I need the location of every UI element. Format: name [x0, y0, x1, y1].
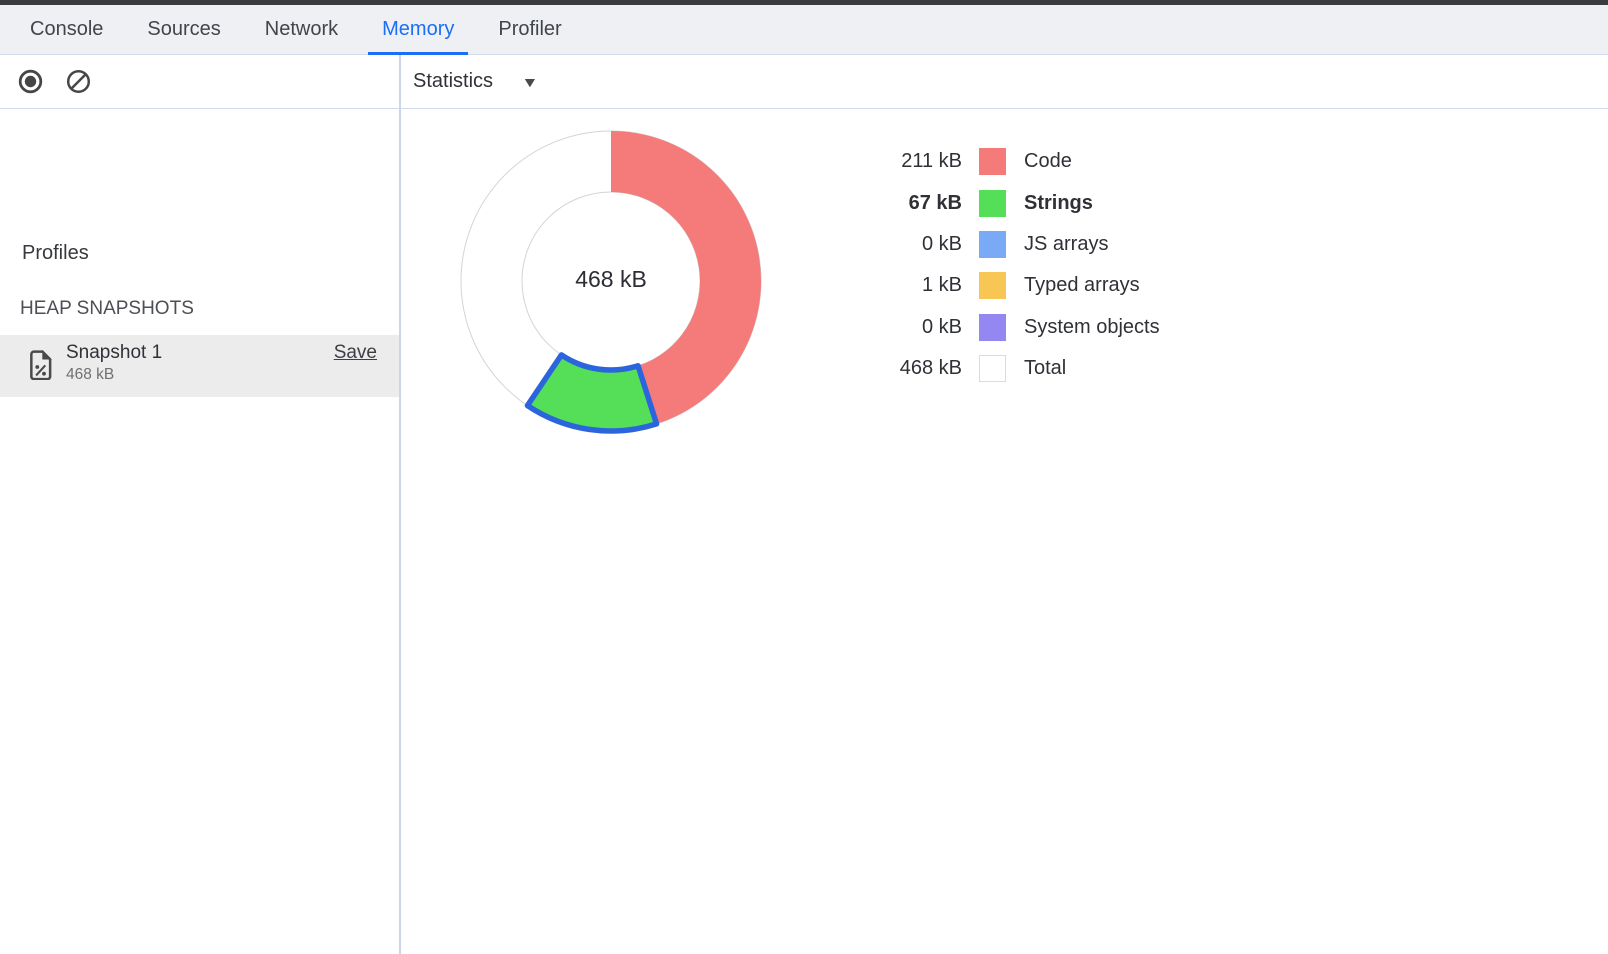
perspective-select-label: Statistics: [413, 70, 494, 92]
record-button[interactable]: [17, 68, 44, 95]
legend-value: 1 kB: [921, 274, 962, 297]
snapshot-size: 468 kB: [66, 366, 115, 383]
snapshot-list-item[interactable]: Snapshot 1 468 kB Save: [0, 335, 399, 397]
legend-swatch: [979, 230, 1006, 258]
legend-label: Typed arrays: [1024, 274, 1140, 297]
legend-swatch: [979, 189, 1006, 217]
clear-button[interactable]: [65, 68, 92, 95]
legend-swatch: [979, 148, 1006, 176]
legend-row[interactable]: 0 kB System objects: [842, 307, 1160, 348]
legend-row[interactable]: 468 kB Total: [842, 348, 1160, 389]
tab-profiler[interactable]: Profiler: [498, 18, 562, 40]
devtools-tabbar: Console Sources Network Memory Profiler: [0, 5, 1608, 55]
legend-swatch: [979, 272, 1006, 300]
snapshot-title: Snapshot 1: [66, 342, 163, 363]
legend-value: 468 kB: [899, 357, 962, 380]
legend-row[interactable]: 0 kB JS arrays: [842, 224, 1160, 265]
clear-icon: [66, 69, 91, 94]
legend-swatch: [979, 355, 1006, 383]
donut-slice-code[interactable]: [611, 131, 762, 424]
panel-divider[interactable]: [399, 55, 401, 954]
heap-statistics-donut-chart: [460, 130, 762, 434]
legend-label: Code: [1024, 150, 1072, 173]
legend-value: 67 kB: [908, 191, 962, 214]
heap-snapshot-file-icon: [30, 350, 52, 380]
legend-label: JS arrays: [1024, 232, 1109, 255]
donut-slice-strings[interactable]: [524, 352, 660, 434]
tab-network[interactable]: Network: [264, 18, 339, 40]
memory-toolbar: Statistics ▼: [0, 55, 1608, 109]
window-top-edge: [0, 0, 1608, 5]
record-icon: [18, 69, 43, 94]
legend-row[interactable]: 67 kB Strings: [842, 182, 1160, 223]
perspective-select[interactable]: Statistics ▼: [413, 55, 539, 108]
save-snapshot-link[interactable]: Save: [333, 342, 377, 363]
legend-value: 0 kB: [921, 232, 962, 255]
legend-label: Strings: [1024, 191, 1093, 214]
chart-legend: 211 kB Code 67 kB Strings 0 kB JS arrays 1 kB T…: [842, 141, 1160, 389]
statistics-pane: 468 kB 211 kB Code 67 kB Strings 0 kB JS arra…: [401, 110, 1608, 954]
tab-console[interactable]: Console: [30, 18, 104, 40]
legend-row[interactable]: 211 kB Code: [842, 141, 1160, 182]
legend-row[interactable]: 1 kB Typed arrays: [842, 265, 1160, 306]
legend-swatch: [979, 313, 1006, 341]
legend-value: 211 kB: [901, 150, 962, 173]
heap-snapshots-section-title: HEAP SNAPSHOTS: [20, 298, 194, 319]
tab-sources[interactable]: Sources: [147, 18, 221, 40]
chevron-down-icon: ▼: [521, 73, 539, 90]
profiles-sidebar: Profiles HEAP SNAPSHOTS Snapshot 1 468 k…: [0, 110, 399, 954]
tab-memory[interactable]: Memory: [368, 5, 469, 55]
legend-value: 0 kB: [921, 315, 962, 338]
legend-label: Total: [1024, 357, 1067, 380]
legend-label: System objects: [1024, 315, 1160, 338]
profiles-heading: Profiles: [22, 242, 89, 264]
